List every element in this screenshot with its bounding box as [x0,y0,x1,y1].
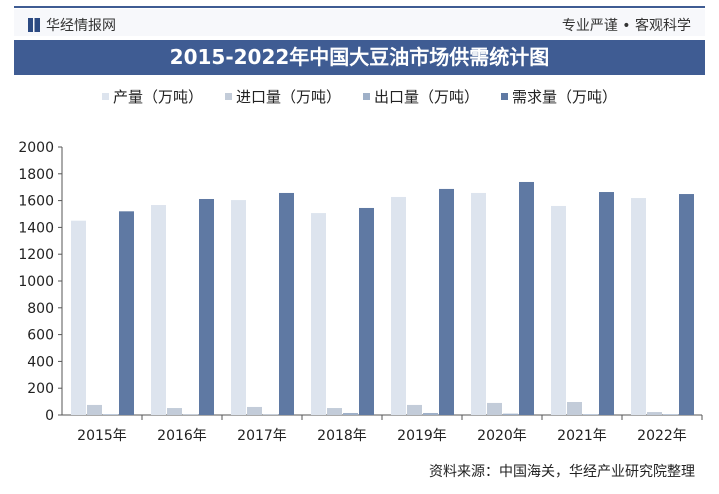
legend-label: 产量（万吨） [112,88,203,106]
legend-swatch [101,93,109,100]
legend: 产量（万吨） 进口量（万吨） 出口量（万吨） 需求量（万吨） [0,86,719,107]
legend-item: 出口量（万吨） [363,86,479,107]
bar-1-6 [567,402,582,415]
legend-swatch [224,93,232,100]
y-tick-label: 400 [27,354,54,370]
bar-3-4 [439,188,454,415]
bar-1-7 [647,412,662,415]
x-tick-label: 2017年 [237,428,287,444]
x-tick-label: 2022年 [637,428,687,444]
bar-3-6 [599,192,614,415]
y-tick-label: 200 [27,381,54,397]
y-tick-label: 1400 [18,220,54,236]
y-tick-label: 1000 [18,274,54,290]
bar-0-1 [151,205,166,415]
y-tick-label: 800 [27,301,54,317]
y-tick-label: 0 [45,408,54,424]
bar-2-3 [343,412,358,415]
bar-2-4 [423,412,438,415]
y-tick-label: 1600 [18,194,54,210]
y-tick-label: 600 [27,328,54,344]
logo-icon [28,18,40,32]
bar-2-6 [583,414,598,415]
bar-0-2 [231,200,246,415]
legend-label: 进口量（万吨） [235,88,341,106]
legend-item: 进口量（万吨） [224,86,341,107]
brand-logo: 华经情报网 [28,15,116,35]
bar-1-2 [247,406,262,415]
source-note: 资料来源：中国海关，华经产业研究院整理 [429,464,695,480]
bar-1-5 [487,402,502,415]
bar-0-5 [471,192,486,415]
legend-swatch [363,93,370,100]
bar-3-5 [519,181,534,415]
legend-label: 出口量（万吨） [374,88,480,106]
bar-1-1 [167,408,182,415]
x-tick-label: 2019年 [397,428,447,444]
brand-name: 华经情报网 [46,18,116,34]
bar-3-1 [199,198,214,415]
slogan: 专业严谨 • 客观科学 [561,18,691,34]
bar-1-0 [87,404,102,415]
y-tick-label: 1800 [18,167,54,183]
bar-1-3 [327,408,342,415]
x-tick-label: 2018年 [317,428,367,444]
bar-0-4 [391,196,406,415]
y-tick-label: 1200 [18,247,54,263]
legend-swatch [501,93,509,100]
legend-item: 需求量（万吨） [501,86,617,107]
bar-3-3 [359,207,374,415]
bar-0-6 [551,205,566,415]
bar-3-2 [279,192,294,415]
x-tick-label: 2020年 [477,428,527,444]
bar-2-7 [663,414,678,415]
bar-0-0 [71,220,86,415]
bar-0-3 [311,213,326,415]
bar-1-4 [407,404,422,415]
bar-2-0 [103,414,118,415]
top-rule [14,6,705,8]
bar-2-5 [503,413,518,415]
header-bar: 华经情报网 专业严谨 • 客观科学 [14,9,705,36]
legend-item: 产量（万吨） [101,86,203,107]
legend-label: 需求量（万吨） [512,88,618,106]
x-tick-label: 2016年 [157,428,207,444]
x-tick-label: 2015年 [77,428,127,444]
chart-title: 2015-2022年中国大豆油市场供需统计图 [14,40,705,75]
bar-3-7 [679,194,694,415]
bar-0-7 [631,198,646,415]
y-tick-label: 2000 [18,140,54,156]
bar-3-0 [119,211,134,415]
x-tick-label: 2021年 [557,428,607,444]
